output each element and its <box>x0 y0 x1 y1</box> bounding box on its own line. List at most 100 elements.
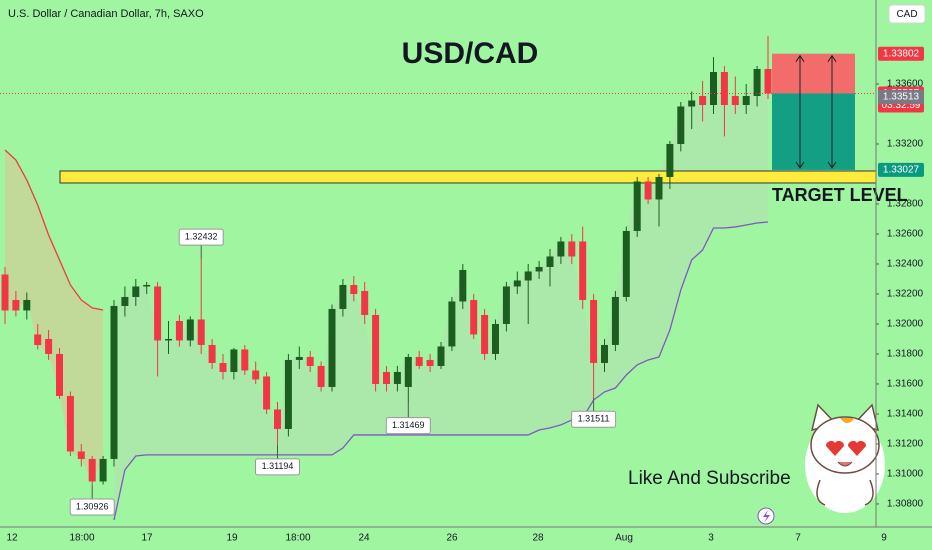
candle-body <box>655 176 663 200</box>
candle-body <box>1 274 9 311</box>
candle-body <box>710 71 717 105</box>
candle-body <box>350 284 358 294</box>
candle-body <box>470 299 478 335</box>
candle-body <box>415 356 423 366</box>
candle-body <box>219 362 227 372</box>
candle-body <box>34 334 42 345</box>
candle-body <box>677 106 685 144</box>
candle-body <box>99 458 107 482</box>
target-area <box>772 93 855 170</box>
candle-body <box>208 344 216 363</box>
y-tick-label: 1.32000 <box>887 319 924 330</box>
candle-body <box>284 359 292 429</box>
candle-body <box>579 241 587 300</box>
candle-body <box>252 370 260 380</box>
x-tick-label: Aug <box>615 533 633 544</box>
candle-body <box>535 266 543 272</box>
candle-body <box>753 68 761 96</box>
candle-body <box>295 356 303 360</box>
candle-body <box>437 346 445 366</box>
candle-body <box>601 344 608 363</box>
currency-box[interactable] <box>888 4 926 24</box>
zone-label: TARGET LEVEL <box>772 185 908 205</box>
candle-body <box>513 280 521 287</box>
arrow-head <box>827 54 837 169</box>
y-tick-label: 1.30800 <box>887 499 924 510</box>
cat-sticker <box>805 403 885 513</box>
candle-body <box>186 319 194 341</box>
x-tick-label: 26 <box>446 533 458 544</box>
candle-body <box>339 284 347 309</box>
candle-body <box>731 95 739 105</box>
annotation-box <box>178 228 224 246</box>
candle-body <box>502 286 510 324</box>
candle-body <box>263 376 271 410</box>
y-tick-label: 1.33600 <box>887 79 924 90</box>
candle-body <box>361 290 369 315</box>
candle-body <box>481 314 489 354</box>
y-tick-label: 1.31200 <box>887 439 924 450</box>
countdown: 03:32:59 <box>882 100 921 111</box>
candle-body <box>110 305 118 459</box>
candle-body <box>306 356 314 366</box>
arrow-head <box>795 54 805 169</box>
y-tick-label: 1.31600 <box>887 379 924 390</box>
band-line <box>113 221 769 521</box>
y-tick-label: 1.31000 <box>887 469 924 480</box>
candle-body <box>633 181 641 231</box>
currency[interactable]: CAD <box>896 9 917 20</box>
x-tick-label: 24 <box>358 533 370 544</box>
candle-body <box>197 319 205 345</box>
candle-body <box>45 338 53 354</box>
y-tick-label: 1.32800 <box>887 199 924 210</box>
x-tick-label: 28 <box>532 533 544 544</box>
chart-title: USD/CAD <box>402 37 539 70</box>
candle-body <box>121 296 129 306</box>
x-tick-label: 12 <box>6 533 18 544</box>
price-label-box <box>878 46 924 61</box>
candle-body <box>492 323 499 354</box>
candle-body <box>611 296 619 345</box>
price-label-box <box>878 162 924 177</box>
y-tick-label: 1.33200 <box>887 139 924 150</box>
candle-body <box>688 100 696 107</box>
annotation-box <box>385 417 431 435</box>
candle-body <box>590 299 598 363</box>
stop-area <box>772 53 855 94</box>
annotation-label: 1.31469 <box>392 420 425 430</box>
annotation-box <box>571 410 617 428</box>
candle-body <box>622 230 630 297</box>
candle-body <box>317 365 325 387</box>
candle-body <box>666 143 674 177</box>
candle-body <box>383 371 390 384</box>
candle-body <box>557 241 565 257</box>
candle-body <box>568 241 576 257</box>
x-tick-label: 3 <box>708 533 714 544</box>
x-tick-label: 18:00 <box>69 533 94 544</box>
y-tick-label: 1.31800 <box>887 349 924 360</box>
price-label: 1.33513 <box>883 92 920 103</box>
candle-body <box>644 181 652 200</box>
candle-body <box>328 308 336 387</box>
candle-body <box>230 349 238 372</box>
annotation-box <box>255 458 300 476</box>
band-fill <box>5 149 104 482</box>
candle-body <box>175 320 183 341</box>
candle-body <box>404 356 412 387</box>
annotation-label: 1.32432 <box>185 232 218 242</box>
annotation-label: 1.30926 <box>76 501 109 511</box>
candle-body <box>88 458 96 482</box>
y-tick-label: 1.32400 <box>887 259 924 270</box>
candle-body <box>426 359 434 366</box>
candle-body <box>143 284 151 287</box>
candle-body <box>66 395 74 452</box>
candle-body <box>459 269 467 302</box>
y-tick-label: 1.32200 <box>887 289 924 300</box>
price-label: 1.33027 <box>883 165 920 176</box>
x-tick-label: 7 <box>795 533 801 544</box>
x-tick-label: 19 <box>226 533 238 544</box>
y-tick-label: 1.32600 <box>887 229 924 240</box>
candle-body <box>372 314 380 384</box>
band-line <box>4 149 104 311</box>
